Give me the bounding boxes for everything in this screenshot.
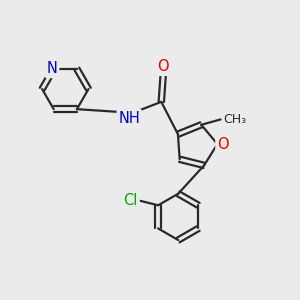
Text: O: O [217, 136, 229, 152]
Text: CH₃: CH₃ [223, 113, 246, 126]
Text: N: N [47, 61, 58, 76]
Text: O: O [158, 59, 169, 74]
Text: NH: NH [118, 111, 140, 126]
Text: Cl: Cl [124, 193, 138, 208]
